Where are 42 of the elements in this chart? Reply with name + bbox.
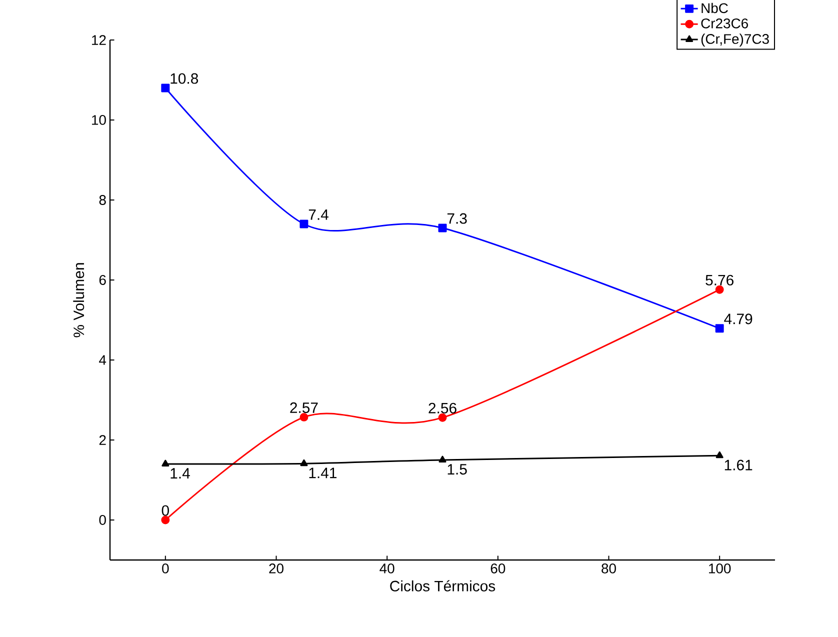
data-label: 0 <box>162 505 169 516</box>
point <box>162 460 170 466</box>
point <box>716 451 724 458</box>
data-label: 7.4 <box>308 210 328 220</box>
y-tick-label: 8 <box>99 195 106 205</box>
point <box>715 285 724 294</box>
point <box>300 220 308 228</box>
x-tick-label: 40 <box>380 564 394 574</box>
x-tick-label: 80 <box>602 564 616 574</box>
point <box>438 224 447 232</box>
legend-label: Cr23C6 <box>701 18 748 28</box>
y-tick-label: 10 <box>92 115 106 125</box>
point <box>715 324 724 333</box>
data-label: 1.41 <box>309 468 336 478</box>
y-tick-label: 12 <box>92 35 106 45</box>
data-label: 5.76 <box>706 274 734 286</box>
y-tick-label: 0 <box>99 515 106 525</box>
data-label: 1.61 <box>724 460 752 470</box>
legend-label: NbC <box>702 2 728 14</box>
data-label: 10.8 <box>170 73 198 84</box>
data-label: 7.3 <box>447 213 467 224</box>
point <box>161 84 170 92</box>
point <box>438 456 446 462</box>
point <box>438 413 447 422</box>
data-label: 2.57 <box>290 402 318 414</box>
data-label: 2.56 <box>428 402 456 414</box>
x-tick-label: 0 <box>162 564 169 574</box>
y-axis-title: % Volumen <box>73 263 84 338</box>
y-tick-label: 6 <box>99 275 106 285</box>
x-tick-label: 60 <box>490 564 506 574</box>
x-tick-label: 20 <box>269 564 284 574</box>
point <box>300 412 308 422</box>
data-label: 1.4 <box>170 468 190 478</box>
y-tick-label: 2 <box>99 435 106 445</box>
legend-label: (Cr,Fe)7C3 <box>701 34 769 47</box>
x-axis-title: Ciclos Térmicos <box>390 580 496 592</box>
point <box>161 516 170 524</box>
y-tick-label: 4 <box>99 355 106 365</box>
x-tick-label: 100 <box>709 564 731 574</box>
data-label: 4.79 <box>724 314 752 324</box>
point <box>300 459 308 466</box>
data-label: 1.5 <box>448 464 467 475</box>
